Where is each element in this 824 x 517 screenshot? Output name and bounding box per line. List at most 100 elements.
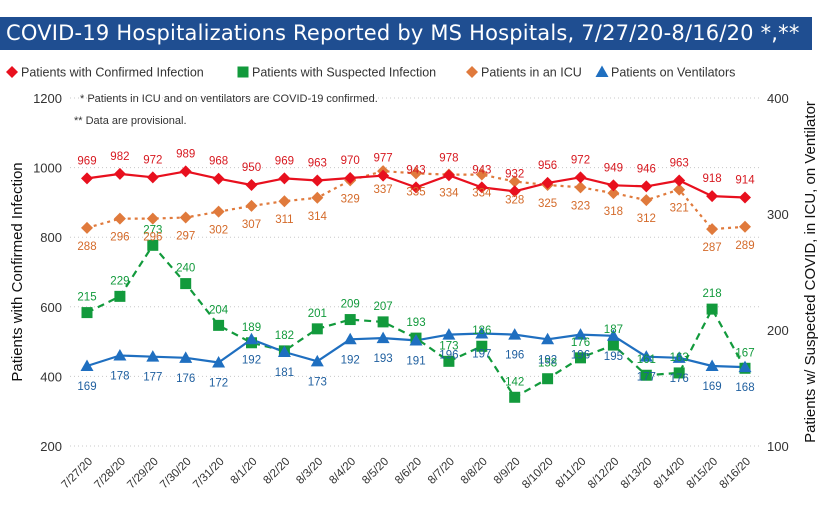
data-point (344, 172, 357, 185)
gridlines (70, 97, 762, 447)
data-point (476, 340, 488, 352)
data-label: 949 (604, 162, 623, 174)
data-point (673, 174, 686, 187)
data-label: 176 (670, 373, 689, 385)
data-point (574, 171, 587, 184)
data-label: 289 (735, 240, 754, 252)
x-tick-label: 8/4/20 (327, 456, 358, 487)
data-point (639, 350, 653, 362)
data-point (81, 221, 93, 234)
data-point (475, 181, 488, 194)
y2-tick-label: 100 (767, 439, 789, 454)
data-label: 318 (604, 206, 623, 218)
data-point (212, 172, 225, 185)
data-point (541, 176, 554, 189)
data-point (180, 278, 192, 290)
x-tick-label: 8/15/20 (685, 456, 721, 492)
data-label: 161 (637, 354, 656, 366)
x-tick-label: 8/13/20 (619, 456, 655, 492)
data-point (442, 328, 456, 340)
data-label: 914 (735, 175, 755, 187)
data-label: 167 (735, 347, 754, 359)
x-tick-label: 7/27/20 (60, 456, 96, 492)
data-label: 311 (275, 214, 293, 226)
y-tick-label: 400 (40, 369, 62, 384)
x-tick-label: 8/16/20 (718, 456, 754, 492)
data-point (706, 223, 719, 236)
x-tick-label: 8/7/20 (426, 456, 457, 487)
data-point (114, 290, 126, 302)
data-label: 181 (275, 367, 294, 379)
x-tick-label: 7/29/20 (125, 456, 161, 492)
y2-tick-label: 400 (767, 91, 789, 106)
data-label: 209 (341, 299, 360, 311)
data-point (410, 167, 422, 180)
data-label: 334 (472, 188, 492, 200)
left-axis: 200 400 600 800 1000 1200 Patients with Confir… (9, 91, 62, 454)
data-point (343, 332, 357, 345)
data-point (311, 191, 324, 204)
data-point (377, 316, 389, 328)
notes: * Patients in ICU and on ventilators are… (74, 93, 378, 127)
data-label: 173 (308, 376, 327, 388)
data-label: 296 (143, 232, 162, 244)
data-label: 158 (538, 358, 557, 370)
data-point (278, 195, 291, 208)
data-label: 989 (176, 148, 195, 160)
data-point (113, 349, 127, 361)
x-tick-label: 8/1/20 (229, 456, 260, 487)
data-label: 918 (703, 173, 722, 185)
data-label: 312 (637, 213, 656, 225)
data-label: 946 (637, 163, 656, 175)
data-point (739, 220, 751, 233)
data-label: 192 (242, 354, 261, 366)
data-point (541, 332, 555, 345)
x-tick-label: 7/28/20 (92, 456, 128, 492)
data-label: 932 (505, 168, 524, 180)
data-label: 204 (209, 304, 229, 316)
data-label: 142 (505, 376, 524, 388)
legend-label: Patients with Confirmed Infection (21, 66, 204, 80)
data-point (607, 179, 620, 192)
data-point (542, 373, 554, 385)
data-label: 296 (110, 232, 129, 244)
data-point (672, 351, 686, 363)
data-point (607, 187, 620, 200)
data-label: 328 (505, 195, 524, 207)
data-label: 201 (308, 308, 327, 320)
x-tick-label: 8/5/20 (360, 456, 391, 487)
legend-label: Patients on Ventilators (611, 66, 735, 80)
chart-title-bar: COVID-19 Hospitalizations Reported by MS… (0, 17, 812, 50)
data-label: 969 (275, 155, 294, 167)
data-point (147, 239, 159, 251)
data-point (179, 351, 193, 363)
data-point (607, 339, 619, 351)
data-label: 972 (571, 154, 590, 166)
data-point (640, 369, 652, 381)
note-provisional: ** Data are provisional. (74, 115, 187, 127)
data-label: 956 (538, 160, 557, 172)
data-label: 297 (176, 230, 195, 242)
data-point (81, 172, 93, 185)
data-label: 337 (374, 184, 393, 196)
data-label: 191 (406, 355, 425, 367)
y-tick-label: 1200 (33, 91, 62, 106)
legend-marker (237, 66, 249, 78)
data-point (376, 331, 390, 344)
y-tick-label: 800 (40, 230, 62, 245)
data-label: 196 (571, 350, 590, 362)
data-point (706, 303, 718, 315)
data-label: 968 (209, 156, 228, 168)
data-point (277, 345, 291, 358)
data-labels: 969 982 972 989 968 950 969 963 970 977 943 978 943 9… (77, 148, 755, 394)
x-tick-label: 8/11/20 (554, 456, 589, 491)
data-point (509, 391, 521, 403)
data-point (377, 169, 390, 182)
data-point (179, 165, 192, 178)
data-label: 193 (374, 353, 393, 365)
data-label: 178 (110, 371, 129, 383)
data-label: 196 (505, 350, 524, 362)
data-point (739, 191, 751, 204)
data-label: 169 (77, 381, 96, 393)
data-label: 195 (604, 351, 623, 363)
